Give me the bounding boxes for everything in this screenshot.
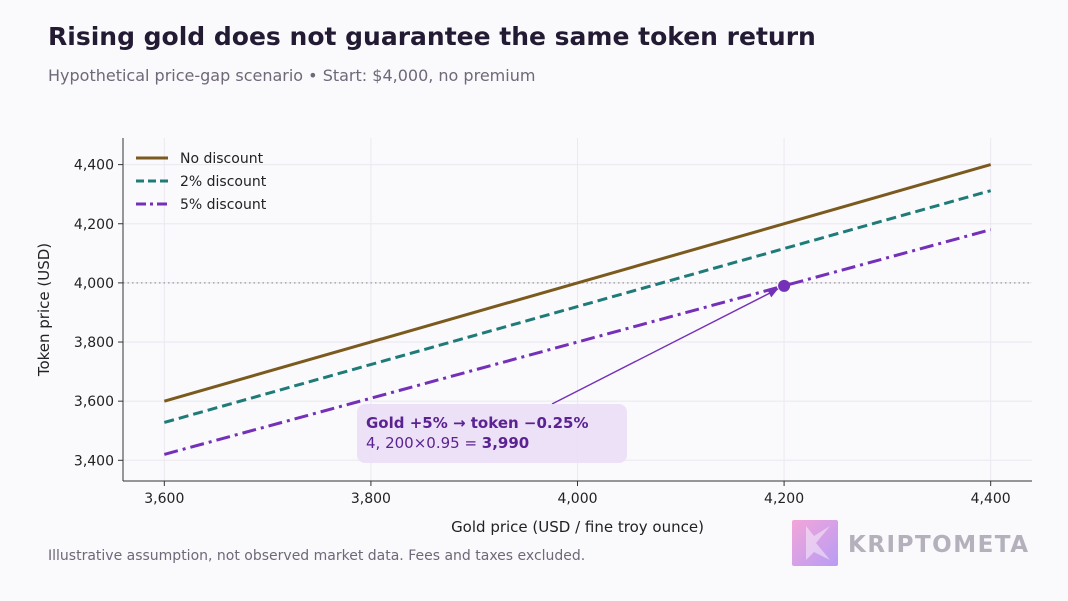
annotation-arrow-line xyxy=(551,288,779,405)
legend-label: No discount xyxy=(180,151,264,167)
kriptometa-logo-icon xyxy=(792,520,838,566)
y-tick-label: 4,200 xyxy=(74,217,114,233)
x-tick-label: 4,400 xyxy=(971,491,1011,507)
x-tick-label: 4,000 xyxy=(557,491,597,507)
annotation-line-2: 4, 200×0.95 = 3,990 xyxy=(366,434,529,452)
series-line-5-discount xyxy=(163,228,992,456)
y-tick-label: 4,400 xyxy=(74,158,114,174)
x-tick-label: 3,600 xyxy=(144,491,184,507)
annotation-formula: 4, 200×0.95 = xyxy=(366,434,482,452)
x-tick-label: 4,200 xyxy=(764,491,804,507)
annotation-result: 3,990 xyxy=(482,434,529,452)
footnote: Illustrative assumption, not observed ma… xyxy=(48,548,586,564)
y-tick-label: 3,400 xyxy=(74,453,114,469)
highlight-point xyxy=(778,279,791,292)
chart-title: Rising gold does not guarantee the same … xyxy=(48,22,816,51)
x-tick-label: 3,800 xyxy=(351,491,391,507)
y-axis-label: Token price (USD) xyxy=(35,243,53,377)
series-line-2-discount xyxy=(163,189,992,424)
annotation-arrowhead xyxy=(767,288,779,298)
y-tick-label: 3,600 xyxy=(74,394,114,410)
series-line-no-discount xyxy=(163,163,992,403)
legend-label: 5% discount xyxy=(180,197,267,213)
brand-logo: KRIPTOMETA xyxy=(792,518,1032,566)
y-tick-label: 3,800 xyxy=(74,335,114,351)
chart-subtitle: Hypothetical price-gap scenario • Start:… xyxy=(48,66,536,85)
y-tick-label: 4,000 xyxy=(74,276,114,292)
annotation-box xyxy=(357,404,627,463)
x-axis-label: Gold price (USD / fine troy ounce) xyxy=(451,518,704,536)
legend-label: 2% discount xyxy=(180,174,267,190)
brand-name: KRIPTOMETA xyxy=(848,532,1030,558)
annotation-line-1: Gold +5% → token −0.25% xyxy=(366,414,589,432)
